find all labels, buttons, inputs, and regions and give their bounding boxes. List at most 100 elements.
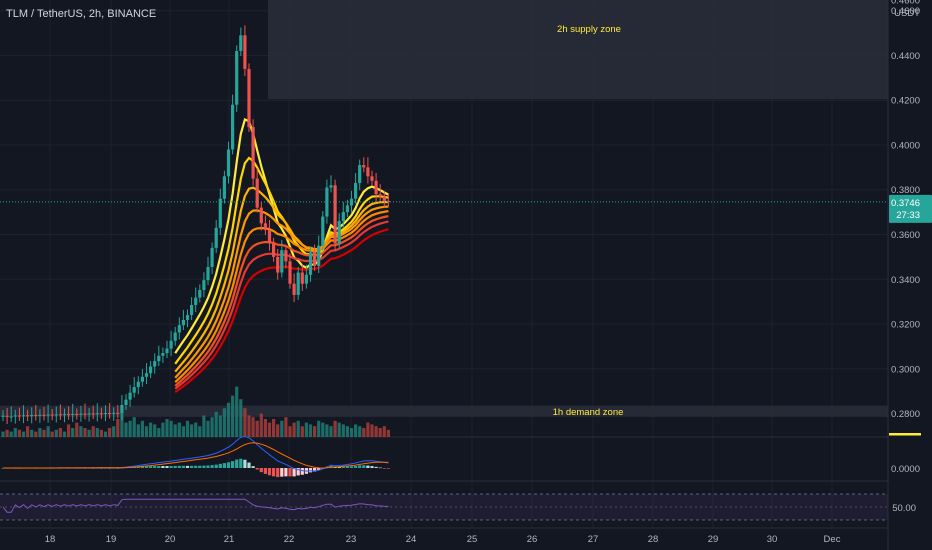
- macd-hist-bar: [292, 468, 296, 477]
- candle-body: [296, 272, 300, 295]
- macd-hist-bar: [251, 466, 255, 468]
- time-tick-label: 22: [284, 534, 295, 545]
- macd-hist-bar: [226, 462, 231, 468]
- time-tick-label: 28: [648, 534, 659, 545]
- candle-body: [91, 413, 95, 415]
- volume-bar: [272, 419, 276, 437]
- macd-hist-bar: [263, 468, 267, 474]
- candle-body: [67, 414, 71, 416]
- candle-body: [382, 196, 386, 201]
- candle-body: [341, 212, 345, 222]
- candle-body: [386, 200, 390, 202]
- candle-body: [124, 399, 128, 406]
- macd-hist-bar: [173, 465, 177, 468]
- candle-body: [366, 167, 370, 177]
- price-tick-label: 0.4200: [891, 96, 920, 107]
- volume-bar: [83, 428, 87, 437]
- volume-bar: [243, 408, 247, 437]
- candle-body: [46, 414, 50, 416]
- candle-body: [149, 366, 153, 374]
- zone-axis-marker: [889, 433, 921, 436]
- volume-bar: [321, 422, 325, 437]
- volume-bar: [149, 422, 153, 437]
- volume-bar: [358, 426, 362, 437]
- candle-body: [128, 392, 132, 400]
- volume-bar: [124, 422, 128, 437]
- volume-bar: [292, 422, 296, 437]
- volume-bar: [91, 426, 95, 437]
- candle-body: [280, 250, 284, 273]
- candle-body: [284, 250, 288, 262]
- price-tick-label: 0.4600: [891, 6, 920, 17]
- price-tick-label: 0.3000: [891, 364, 920, 375]
- macd-hist-bar: [288, 468, 292, 477]
- candle-body: [362, 165, 366, 168]
- candle-body: [345, 205, 349, 213]
- macd-hist-bar: [157, 465, 161, 468]
- candle-body: [206, 266, 210, 281]
- volume-bar: [169, 420, 173, 437]
- volume-bar: [108, 428, 112, 437]
- candle-body: [300, 272, 304, 284]
- volume-bar: [288, 426, 292, 437]
- time-tick-label: 27: [588, 534, 599, 545]
- macd-hist-bar: [149, 466, 153, 468]
- volume-bar: [87, 429, 91, 437]
- volume-bar: [26, 426, 30, 437]
- candle-body: [247, 68, 251, 128]
- time-tick-label: 18: [45, 534, 56, 545]
- candle-body: [235, 51, 239, 105]
- volume-bar: [103, 431, 108, 437]
- candle-body: [214, 227, 218, 248]
- volume-bar: [71, 428, 75, 437]
- volume-bar: [251, 417, 255, 437]
- volume-bar: [247, 415, 251, 437]
- volume-bar: [95, 428, 99, 437]
- volume-bar: [144, 426, 149, 437]
- macd-hist-bar: [276, 468, 280, 478]
- macd-hist-bar: [136, 466, 140, 468]
- volume-bar: [206, 420, 210, 437]
- volume-bar: [263, 419, 267, 437]
- price-axis-bg: [889, 0, 932, 550]
- volume-bar: [67, 424, 71, 437]
- volume-bar: [255, 420, 259, 437]
- macd-hist-bar: [259, 468, 263, 473]
- volume-bar: [62, 431, 67, 437]
- candle-body: [30, 415, 34, 417]
- price-tick-label: 0.3200: [891, 320, 920, 331]
- ema-line: [174, 186, 389, 373]
- time-tick-label: Dec: [824, 534, 841, 545]
- candle-body: [112, 412, 116, 414]
- price-tick-label: 0.3600: [891, 230, 920, 241]
- macd-hist-bar: [308, 468, 313, 473]
- candle-body: [255, 178, 259, 208]
- volume-bar: [5, 429, 9, 437]
- zone-label: 1h demand zone: [553, 407, 624, 418]
- macd-hist-bar: [231, 461, 235, 468]
- volume-bar: [50, 431, 54, 437]
- candle-body: [9, 416, 13, 418]
- macd-hist-bar: [362, 465, 366, 468]
- volume-bar: [13, 428, 17, 437]
- candle-body: [42, 414, 46, 416]
- volume-bar: [366, 422, 370, 437]
- candle-body: [218, 198, 222, 228]
- macd-hist-bar: [317, 468, 321, 471]
- ema-line: [174, 156, 389, 365]
- macd-hist-bar: [267, 468, 272, 476]
- candle-body: [13, 415, 17, 417]
- rsi-pane: [0, 493, 888, 521]
- macd-hist-bar: [284, 468, 288, 477]
- macd-hist-bar: [354, 465, 358, 468]
- candle-body: [276, 256, 280, 273]
- macd-hist-bar: [366, 465, 370, 468]
- macd-hist-bar: [185, 465, 190, 468]
- macd-hist-bar: [382, 468, 386, 469]
- macd-hist-bar: [181, 465, 185, 468]
- time-tick-label: 23: [346, 534, 357, 545]
- candle-body: [34, 415, 38, 417]
- candle-body: [1, 415, 5, 417]
- candle-body: [161, 353, 165, 356]
